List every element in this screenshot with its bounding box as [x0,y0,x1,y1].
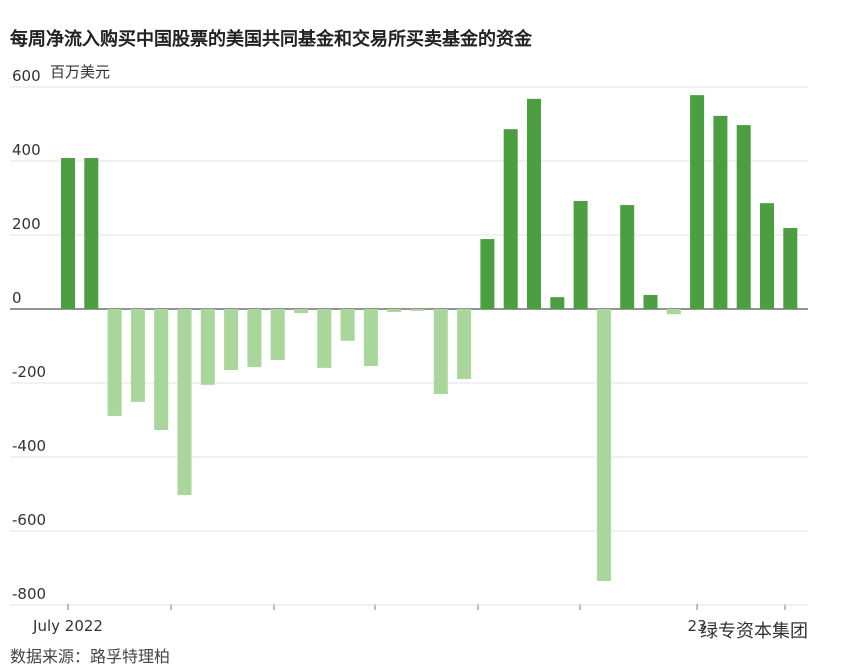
y-tick-label: 600 [12,67,41,85]
y-unit: 百万美元 [50,63,110,81]
bar [690,95,705,309]
bar [84,158,99,309]
source: 数据来源：路孚特理柏 [10,647,170,666]
bar [200,309,215,385]
bar [550,297,565,309]
bar [666,309,681,315]
bar [270,309,285,361]
bar [643,294,658,309]
y-tick-label: 200 [12,215,41,233]
bar [363,309,378,366]
bar [736,125,751,309]
bar [480,239,495,309]
bar [154,309,169,430]
bar [620,205,635,309]
bar [387,309,402,312]
bar [224,309,239,371]
bar [433,309,448,395]
bar [61,158,75,309]
y-tick-label: -200 [12,363,46,381]
bar [410,309,425,311]
bar [760,203,774,309]
bar [527,98,541,309]
y-tick-label: -600 [12,511,46,529]
bar [294,309,308,314]
bar [596,309,611,581]
bar [503,129,518,309]
bar [340,309,355,341]
x-tick-label: July 2022 [32,617,103,635]
bar [783,227,798,309]
watermark: 绿专资本集团 [700,621,808,642]
bar [713,115,728,309]
bar [177,309,192,496]
y-tick-label: -800 [12,585,46,603]
y-tick-label: 0 [12,289,22,307]
bar [317,309,332,368]
chart-title: 每周净流入购买中国股票的美国共同基金和交易所买卖基金的资金 [10,28,533,50]
bar [573,200,588,309]
bar [457,309,472,379]
bar [247,309,262,368]
bar [107,309,122,416]
x-tick-label: 23 [688,617,707,635]
bar [130,309,145,402]
y-tick-label: -400 [12,437,46,455]
y-tick-label: 400 [12,141,41,159]
